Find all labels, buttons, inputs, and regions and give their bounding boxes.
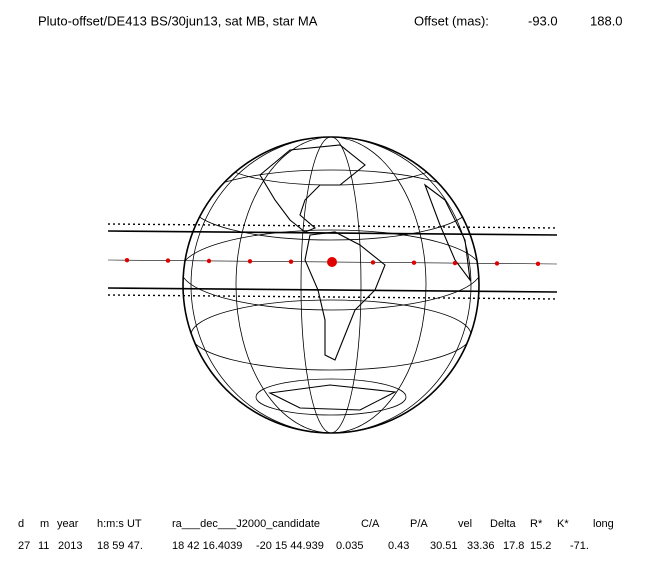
column-header: P/A bbox=[410, 518, 428, 530]
cell-value: 2013 bbox=[58, 540, 82, 552]
title: Pluto-offset/DE413 BS/30jun13, sat MB, s… bbox=[38, 13, 318, 28]
cell-value: 30.51 bbox=[430, 540, 458, 552]
column-header: R* bbox=[530, 518, 543, 530]
error-limit bbox=[107, 294, 558, 300]
time-marks bbox=[124, 257, 541, 267]
globe bbox=[182, 136, 480, 434]
cell-value: -20 15 44.939 bbox=[256, 540, 324, 552]
cell-value: 0.43 bbox=[388, 540, 409, 552]
error-limit bbox=[107, 223, 558, 229]
cell-value: 27 bbox=[18, 540, 30, 552]
cell-value: 11 bbox=[38, 540, 49, 552]
offset-ra: -93.0 bbox=[528, 13, 558, 28]
column-header: long bbox=[593, 518, 614, 530]
column-header: K* bbox=[557, 518, 569, 530]
column-header: year bbox=[57, 518, 79, 530]
column-header: d bbox=[18, 518, 24, 530]
cell-value: 18 42 16.4039 bbox=[172, 540, 242, 552]
column-header: vel bbox=[458, 518, 472, 530]
offset-label: Offset (mas): bbox=[414, 13, 489, 28]
column-header: m bbox=[40, 518, 49, 530]
cell-value: 18 59 47. bbox=[97, 540, 143, 552]
cell-value: 15.2 bbox=[530, 540, 551, 552]
shadow-path bbox=[107, 223, 558, 300]
column-header: C/A bbox=[361, 518, 380, 530]
cell-value: -71. bbox=[570, 540, 589, 552]
cell-value: 33.36 bbox=[467, 540, 495, 552]
offset-dec: 188.0 bbox=[590, 13, 623, 28]
continents bbox=[259, 144, 471, 411]
column-header: Delta bbox=[490, 518, 517, 530]
column-header: ra___dec___J2000_candidate bbox=[172, 518, 320, 530]
event-table: d m year h:m:s UT ra___dec___J2000_candidate… bbox=[18, 518, 614, 552]
shadow-limit bbox=[107, 287, 558, 293]
column-header: h:m:s UT bbox=[97, 518, 142, 530]
shadow-limit bbox=[107, 230, 558, 236]
cell-value: 17.8 bbox=[503, 540, 524, 552]
cell-value: 0.035 bbox=[336, 540, 364, 552]
